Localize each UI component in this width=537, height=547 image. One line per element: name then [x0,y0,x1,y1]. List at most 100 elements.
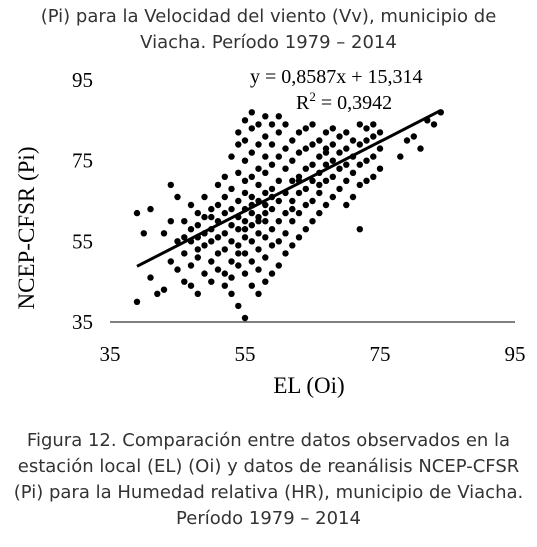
data-point [289,197,296,205]
data-point [302,201,309,209]
data-point [248,222,255,229]
data-point [208,278,215,285]
data-point [167,181,174,189]
caption-top-line: (Pi) para la Velocidad del viento (Vv), … [40,6,497,27]
data-point [295,234,303,241]
data-point [262,133,269,140]
data-point [187,226,195,233]
data-point [194,290,201,297]
data-point [363,157,370,164]
x-axis-label: EL (Oi) [273,373,344,398]
data-point [248,109,255,116]
data-point [181,218,188,225]
y-tick-label: 55 [72,229,93,253]
data-point [262,234,269,241]
data-point [262,218,269,225]
data-point [268,226,276,233]
data-point [309,141,316,148]
data-point [201,213,208,221]
data-point [302,226,309,233]
data-point [241,270,249,277]
data-point [221,193,228,201]
data-point [214,181,222,189]
data-point [208,205,215,213]
data-point [194,246,201,253]
data-point [370,121,377,128]
data-point [349,193,357,201]
data-point [336,133,343,140]
data-point [262,169,269,176]
data-point [208,213,215,221]
data-point [430,121,438,128]
data-point [214,234,222,241]
data-point [248,173,255,180]
data-point [248,125,255,132]
data-point [154,290,161,297]
data-point [322,129,330,136]
caption-bottom-line: estación local (EL) (Oi) y datos de rean… [17,456,520,477]
data-point [255,181,262,189]
x-tick-label: 75 [370,342,391,366]
data-point [147,205,154,213]
data-point [201,242,208,249]
data-point [241,117,249,124]
data-point [255,230,262,237]
data-point [235,141,242,148]
data-point [268,161,276,168]
data-point [241,189,249,197]
data-point [160,230,168,237]
data-point [214,250,222,257]
data-point [235,226,242,233]
data-point [322,177,330,184]
data-point [228,290,235,297]
data-point [167,218,174,225]
data-point [275,153,282,160]
data-point [329,173,336,180]
data-point [228,238,235,245]
data-point [316,189,323,197]
data-point [228,205,235,213]
y-tick-labels: 35 55 75 95 [72,68,93,334]
data-point [228,274,235,281]
data-point [248,149,255,156]
data-point [255,165,262,172]
r-squared-label: R2 = 0,3942 [296,89,392,114]
data-point [309,218,316,225]
data-point [397,153,404,160]
data-point [235,197,242,205]
points-layer [133,109,444,322]
data-point [194,222,201,229]
x-tick-label: 95 [505,342,526,366]
data-point [208,238,215,245]
data-point [370,173,377,180]
data-point [309,161,316,168]
data-point [255,218,262,225]
x-tick-label: 55 [235,342,256,366]
data-point [329,157,336,164]
data-point [295,209,303,217]
y-axis-label: NCEP-CFSR (Pi) [14,147,39,310]
caption-top-line: Viacha. Período 1979 – 2014 [140,32,397,53]
data-point [403,137,411,144]
data-point [302,165,309,172]
data-point [302,185,309,193]
data-point [329,141,336,148]
data-point [343,145,350,152]
data-point [208,258,215,265]
caption-bottom-line: Figura 12. Comparación entre datos obser… [26,430,511,451]
data-point [241,157,249,164]
data-point [133,209,141,217]
data-point [221,282,228,289]
data-point [221,246,228,253]
data-point [275,218,282,225]
y-tick-label: 95 [72,68,93,92]
trendline-equation: y = 0,8587x + 15,314 [250,66,423,88]
data-point [275,262,282,269]
data-point [316,209,323,217]
data-point [221,209,228,217]
data-point [295,149,303,156]
data-point [268,141,276,148]
data-point [349,137,357,144]
data-point [262,113,269,120]
